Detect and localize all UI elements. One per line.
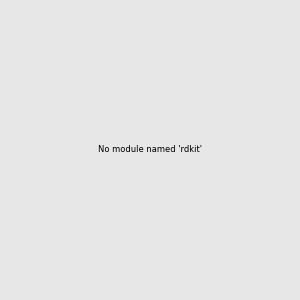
Text: No module named 'rdkit': No module named 'rdkit' (98, 146, 202, 154)
